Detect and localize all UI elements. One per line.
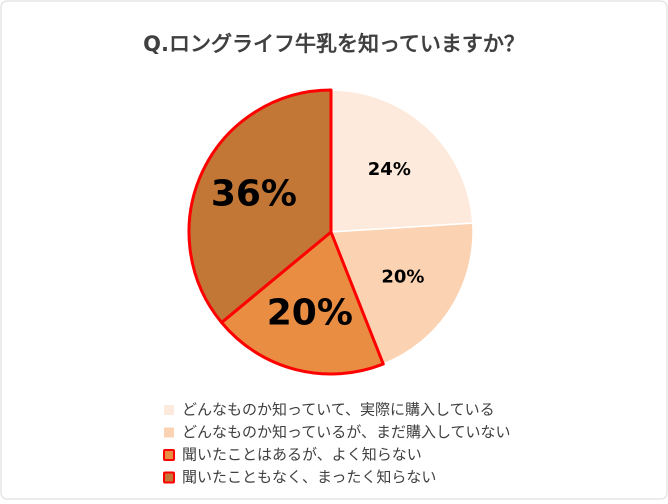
legend-label: どんなものか知っているが、まだ購入していない xyxy=(182,423,511,441)
legend-marker xyxy=(163,471,175,484)
legend-label: 聞いたこともなく、まったく知らない xyxy=(182,468,436,486)
legend-marker xyxy=(164,405,174,415)
pie-slice xyxy=(330,89,474,233)
legend-label: 聞いたことはあるが、よく知らない xyxy=(182,446,422,464)
data-label: 20% xyxy=(267,293,353,334)
pie-slice xyxy=(187,88,333,325)
pie-slice xyxy=(220,230,385,376)
data-label: 24% xyxy=(368,159,411,180)
data-label: 20% xyxy=(381,267,424,288)
legend-label: どんなものか知っていて、実際に購入している xyxy=(182,401,495,419)
chart-title: Q.ロングライフ牛乳を知っていますか？ xyxy=(143,32,525,56)
data-label: 36% xyxy=(211,174,297,215)
legend-marker xyxy=(163,449,175,461)
legend-marker xyxy=(164,427,174,438)
pie-slice xyxy=(330,222,474,365)
